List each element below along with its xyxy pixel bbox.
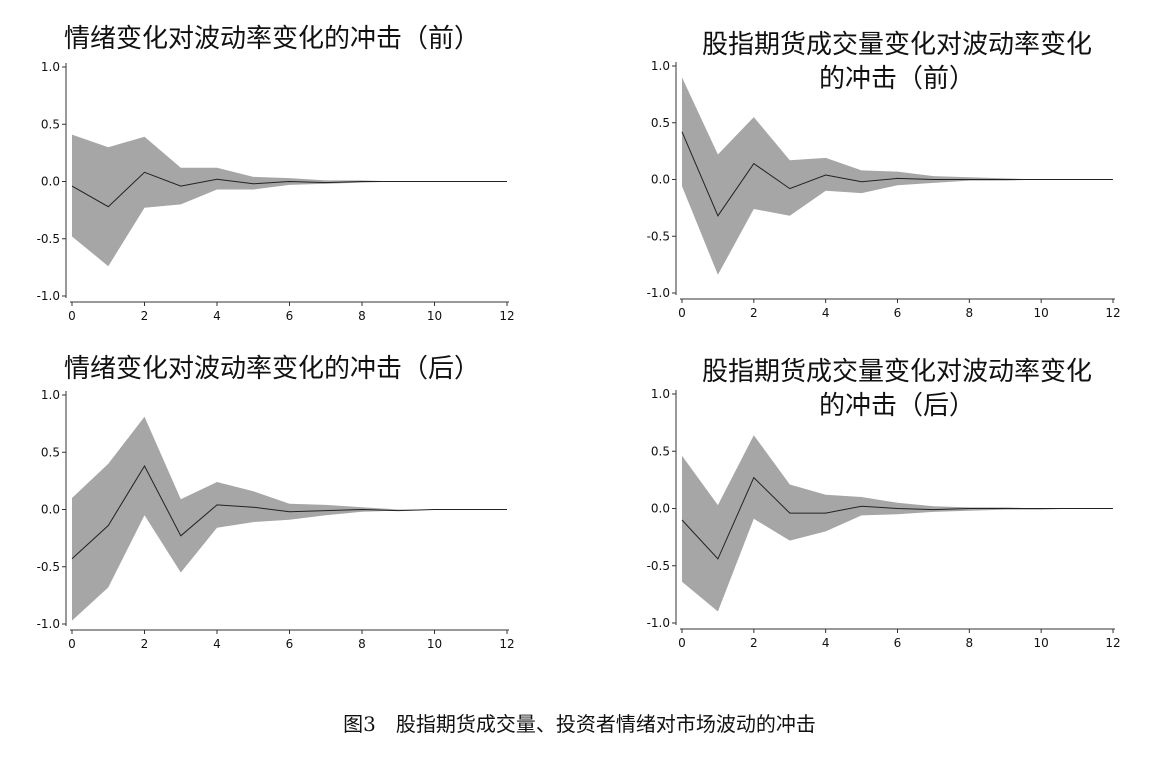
y-tick-label: 1.0 <box>41 60 60 74</box>
impulse-response-line <box>71 464 507 560</box>
x-tick-label: 2 <box>141 637 149 651</box>
chart-title: 情绪变化对波动率变化的冲击（前） <box>64 22 480 56</box>
y-tick-label: -1.0 <box>37 289 60 303</box>
chart-title: 股指期货成交量变化对波动率变化 的冲击（后） <box>684 355 1110 423</box>
chart-title: 情绪变化对波动率变化的冲击（后） <box>64 352 480 386</box>
chart-title: 股指期货成交量变化对波动率变化 的冲击（前） <box>684 28 1110 96</box>
x-tick-label: 12 <box>499 309 514 323</box>
x-tick-label: 10 <box>427 309 442 323</box>
x-tick-label: 8 <box>966 306 974 320</box>
confidence-band <box>72 134 507 267</box>
x-tick-label: 0 <box>68 637 76 651</box>
x-tick-label: 8 <box>966 636 974 650</box>
x-tick-label: 12 <box>1105 306 1120 320</box>
x-tick-label: 6 <box>286 637 294 651</box>
x-tick-label: 12 <box>1105 636 1120 650</box>
y-tick-label: 0.5 <box>651 444 670 458</box>
x-tick-label: 12 <box>499 637 514 651</box>
impulse-response-line <box>681 476 1113 560</box>
y-tick-label: -0.5 <box>37 232 60 246</box>
x-tick-label: 4 <box>213 309 221 323</box>
x-tick-label: 4 <box>822 306 830 320</box>
x-tick-label: 6 <box>894 636 902 650</box>
chart-title-line: 的冲击（前） <box>818 64 975 94</box>
x-tick-label: 0 <box>678 306 686 320</box>
x-tick-label: 6 <box>286 309 294 323</box>
x-tick-label: 8 <box>358 309 366 323</box>
x-tick-label: 8 <box>358 637 366 651</box>
y-tick-label: -0.5 <box>647 559 670 573</box>
y-tick-label: -0.5 <box>37 560 60 574</box>
confidence-band <box>682 77 1113 275</box>
chart-title-line: 的冲击（后） <box>818 391 975 421</box>
y-tick-label: 0.0 <box>651 502 670 516</box>
chart-title-line: 股指期货成交量变化对波动率变化 <box>701 30 1092 60</box>
x-tick-label: 2 <box>141 309 149 323</box>
impulse-response-line <box>681 131 1113 217</box>
x-tick-label: 10 <box>1034 306 1049 320</box>
y-tick-label: -1.0 <box>37 617 60 631</box>
y-tick-label: 0.0 <box>41 503 60 517</box>
y-tick-label: 1.0 <box>651 387 670 401</box>
y-tick-label: 0.5 <box>651 116 670 130</box>
x-tick-label: 10 <box>1034 636 1049 650</box>
y-tick-label: 0.5 <box>41 117 60 131</box>
y-tick-label: -1.0 <box>647 286 670 300</box>
x-tick-label: 4 <box>822 636 830 650</box>
x-tick-label: 4 <box>213 637 221 651</box>
x-tick-label: 2 <box>750 306 758 320</box>
y-tick-label: -1.0 <box>647 616 670 630</box>
y-tick-label: 0.0 <box>651 173 670 187</box>
chart-title-line: 情绪变化对波动率变化的冲击（后） <box>64 354 481 384</box>
impulse-response-line <box>71 171 507 208</box>
x-tick-label: 6 <box>894 306 902 320</box>
x-tick-label: 10 <box>427 637 442 651</box>
chart-title-line: 股指期货成交量变化对波动率变化 <box>701 357 1092 387</box>
chart-title-line: 情绪变化对波动率变化的冲击（前） <box>64 24 481 54</box>
y-tick-label: 0.5 <box>41 445 60 459</box>
y-tick-label: 0.0 <box>41 175 60 189</box>
x-tick-label: 2 <box>750 636 758 650</box>
y-tick-label: -0.5 <box>647 229 670 243</box>
confidence-band <box>682 435 1113 612</box>
x-tick-label: 0 <box>68 309 76 323</box>
y-tick-label: 1.0 <box>41 388 60 402</box>
y-tick-label: 1.0 <box>651 59 670 73</box>
x-tick-label: 0 <box>678 636 686 650</box>
figure-caption: 图3 股指期货成交量、投资者情绪对市场波动的冲击 <box>343 712 816 736</box>
confidence-band <box>72 416 507 621</box>
